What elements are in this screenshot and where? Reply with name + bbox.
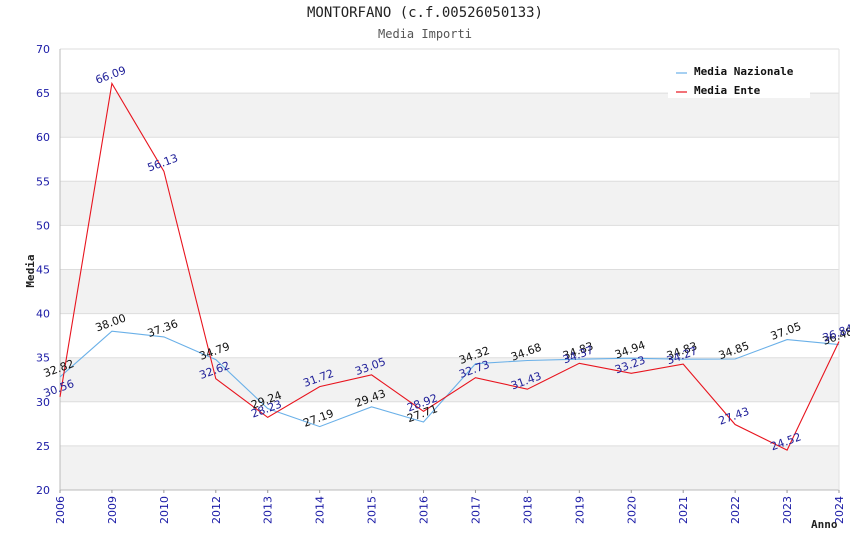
legend-label-ente: Media Ente bbox=[694, 84, 761, 97]
x-tick-label: 2018 bbox=[521, 496, 534, 524]
legend-box bbox=[668, 60, 810, 98]
y-tick-label: 40 bbox=[36, 308, 50, 321]
background-band bbox=[60, 269, 839, 314]
axes bbox=[59, 49, 840, 493]
background-band bbox=[60, 93, 839, 138]
series-lines bbox=[59, 81, 840, 451]
x-tick-label: 2012 bbox=[210, 496, 223, 524]
x-tick-label: 2019 bbox=[573, 496, 586, 524]
series-line-nazionale bbox=[59, 330, 840, 428]
series-line-ente bbox=[59, 81, 840, 451]
background-band bbox=[60, 313, 839, 358]
x-tick-label: 2024 bbox=[833, 496, 846, 524]
y-tick-label: 65 bbox=[36, 87, 50, 100]
y-tick-label: 25 bbox=[36, 440, 50, 453]
chart-title: MONTORFANO (c.f.00526050133) bbox=[306, 5, 543, 21]
x-tick-label: 2013 bbox=[262, 496, 275, 524]
x-tick-label: 2021 bbox=[677, 496, 690, 524]
legend-label-nazionale: Media Nazionale bbox=[694, 65, 794, 78]
background-band bbox=[60, 181, 839, 226]
x-tick-label: 2017 bbox=[469, 496, 482, 524]
y-tick-label: 50 bbox=[36, 219, 50, 232]
y-tick-label: 35 bbox=[36, 352, 50, 365]
y-tick-labels: 20 25 30 35 40 45 50 55 60 65 70 bbox=[36, 43, 50, 497]
x-tick-label: 2009 bbox=[106, 496, 119, 524]
x-tick-label: 2023 bbox=[781, 496, 794, 524]
background-band bbox=[60, 401, 839, 446]
x-tick-labels: 2006 2009 2010 2012 2013 2014 2015 2016 2017 2018… bbox=[54, 496, 846, 524]
legend: Media Nazionale Media Ente bbox=[668, 60, 810, 98]
y-tick-label: 55 bbox=[36, 175, 50, 188]
background-band bbox=[60, 357, 839, 402]
y-tick-label: 30 bbox=[36, 396, 50, 409]
y-tick-label: 70 bbox=[36, 43, 50, 56]
x-tick-label: 2014 bbox=[314, 496, 327, 524]
y-tick-label: 20 bbox=[36, 484, 50, 497]
background-band bbox=[60, 225, 839, 270]
chart-subtitle: Media Importi bbox=[378, 27, 472, 41]
x-tick-label: 2010 bbox=[158, 496, 171, 524]
x-tick-label: 2020 bbox=[625, 496, 638, 524]
x-tick-label: 2015 bbox=[366, 496, 379, 524]
x-tick-label: 2016 bbox=[418, 496, 431, 524]
x-tick-label: 2006 bbox=[54, 496, 67, 524]
y-tick-label: 60 bbox=[36, 131, 50, 144]
background-band bbox=[60, 137, 839, 182]
y-tick-label: 45 bbox=[36, 264, 50, 277]
background-band bbox=[60, 445, 839, 490]
x-tick-label: 2022 bbox=[729, 496, 742, 524]
x-axis-title: Anno bbox=[811, 518, 838, 531]
y-axis-title: Media bbox=[24, 254, 37, 287]
